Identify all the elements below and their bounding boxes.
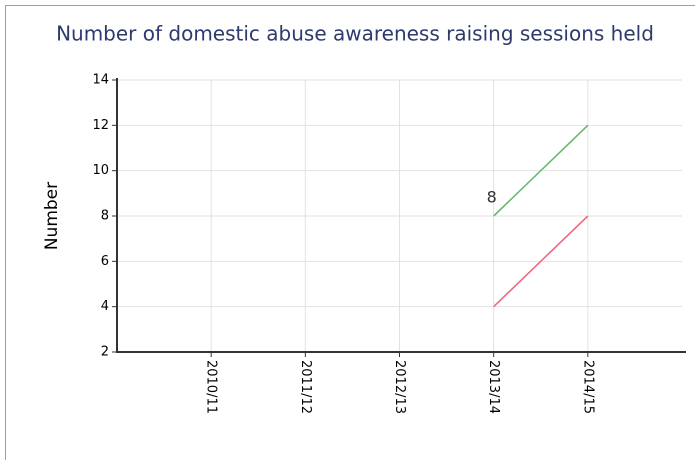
y-tick-label: 2 (101, 345, 109, 360)
y-tick-label: 6 (101, 254, 109, 269)
line (493, 215, 589, 308)
y-tick-label: 4 (101, 299, 109, 314)
frame (5, 5, 695, 460)
line (493, 124, 589, 217)
x-tick-label: 2014/15 (580, 360, 595, 414)
y-axis-label: Number (42, 182, 62, 250)
x-tick-label: 2013/14 (486, 360, 501, 414)
data-label: 8 (487, 188, 497, 207)
chart-title: Number of domestic abuse awareness raisi… (56, 22, 654, 46)
y-tick-label: 8 (101, 209, 109, 224)
x-tick-label: 2012/13 (392, 360, 407, 414)
x-tick-label: 2010/11 (204, 360, 219, 414)
y-tick-label: 14 (92, 73, 109, 88)
y-tick-label: 12 (92, 118, 109, 133)
x-tick-label: 2011/12 (298, 360, 313, 414)
y-tick-label: 10 (92, 163, 109, 178)
